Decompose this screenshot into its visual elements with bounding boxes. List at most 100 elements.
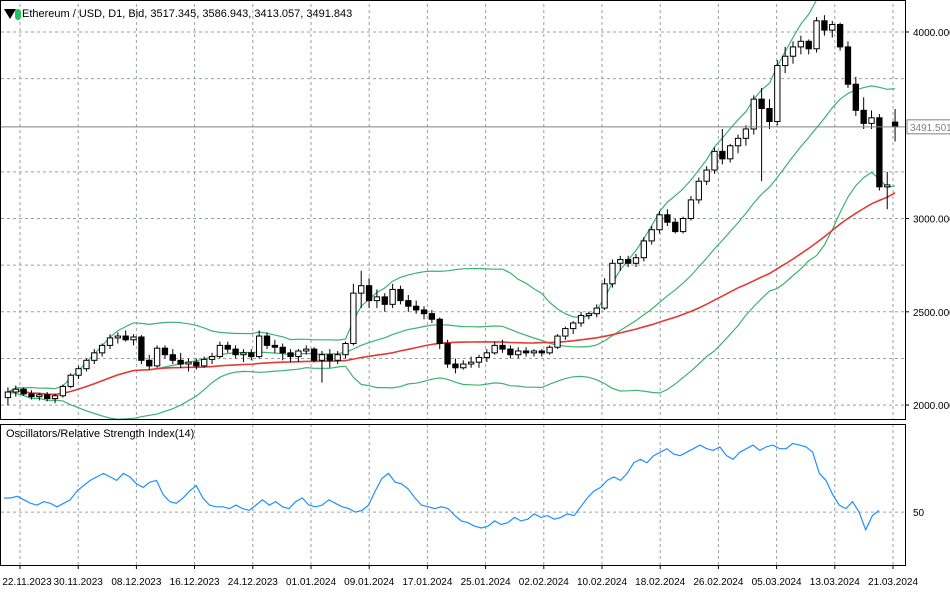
candle-body [36, 394, 43, 398]
candle-body [44, 394, 51, 400]
candle-body [248, 352, 255, 358]
candle-body [750, 98, 757, 130]
x-tick-label: 25.01.2024 [461, 577, 511, 588]
candle-body [829, 24, 836, 31]
candle-body [648, 229, 655, 242]
status-dot-icon [15, 9, 21, 20]
candle-body [263, 335, 271, 346]
candle-body [224, 344, 231, 350]
candle-body [303, 348, 310, 352]
candle-body [758, 98, 765, 109]
x-tick-label: 21.03.2024 [868, 577, 918, 588]
bollinger-lower [7, 171, 896, 420]
candle-body [522, 350, 530, 354]
candle-body [389, 288, 396, 305]
x-tick-label: 09.01.2024 [344, 577, 394, 588]
rsi-line [4, 442, 880, 532]
candle-body [632, 257, 640, 264]
rsi-title: Oscillators/Relative Strength Index(14) [6, 428, 195, 440]
candle-body [742, 128, 750, 139]
candle-body [28, 393, 35, 398]
candle-body [161, 347, 169, 356]
candle-body [201, 358, 208, 367]
candle-body [475, 357, 483, 363]
candle-body [232, 348, 239, 356]
candle-body [334, 354, 341, 361]
candle-body [727, 145, 734, 160]
candle-body [781, 55, 789, 67]
candle-body [530, 350, 538, 354]
candle-body [467, 361, 475, 365]
candle-body [106, 337, 114, 346]
candle-body [83, 359, 90, 370]
candle-body [177, 359, 184, 365]
x-tick-label: 13.03.2024 [810, 577, 860, 588]
candle-body [397, 288, 404, 302]
candle-body [656, 214, 663, 231]
candle-body [326, 354, 333, 361]
candle-body [138, 336, 145, 361]
y-tick-label: 2000.000 [913, 401, 950, 412]
candle-body [310, 348, 318, 361]
candle-body [577, 315, 585, 324]
y-tick-label: 4000.000 [913, 28, 950, 39]
candle-body [153, 347, 161, 367]
y-tick-label: 3000.000 [913, 215, 950, 226]
x-tick-label: 02.02.2024 [519, 577, 569, 588]
candle-body [358, 285, 365, 294]
candle-body [318, 354, 326, 361]
candle-body [734, 137, 742, 147]
candle-body [75, 368, 82, 376]
candle-body [295, 350, 302, 358]
candle-body [546, 346, 553, 354]
candle-body [640, 240, 648, 259]
candle-body [593, 307, 600, 315]
y-tick-label: 2500.000 [913, 308, 950, 319]
candle-body [122, 335, 129, 341]
current-price-box [906, 119, 950, 135]
candle-body [98, 344, 106, 354]
x-tick-label: 10.02.2024 [577, 577, 627, 588]
candle-body [679, 218, 687, 233]
candle-body [373, 296, 381, 302]
candle-body [413, 305, 420, 311]
candle-body [695, 180, 702, 201]
chart-title: Ethereum / USD, D1, Bid, 3517.345, 3586.… [22, 8, 353, 20]
candle-body [766, 107, 773, 123]
candle-body [609, 262, 616, 285]
grid [1, 4, 905, 565]
candle-body [868, 117, 875, 124]
x-tick-label: 08.12.2023 [111, 577, 161, 588]
candle-body [789, 46, 797, 57]
candle-body [515, 350, 522, 356]
candle-body [774, 65, 781, 123]
candle-body [585, 313, 593, 317]
candle-body [624, 259, 632, 264]
candle-body [562, 328, 569, 337]
x-tick-label: 16.12.2023 [170, 577, 220, 588]
x-tick-label: 22.11.2023 [2, 577, 52, 588]
candle-body [452, 363, 459, 369]
candle-body [146, 359, 153, 367]
candle-body [365, 285, 373, 302]
main-pane-frame [0, 0, 906, 420]
candle-body [836, 24, 844, 48]
candle-body [852, 83, 859, 111]
candle-body [719, 150, 726, 160]
candle-body [91, 352, 98, 361]
x-tick-label: 17.01.2024 [402, 577, 452, 588]
candle-body [420, 309, 428, 315]
candle-body [538, 350, 545, 354]
candle-body [216, 344, 224, 358]
candle-body [805, 40, 812, 50]
candle-body [672, 221, 679, 233]
bollinger-upper [7, 0, 872, 393]
rsi-pane-frame [0, 424, 906, 566]
collapse-triangle-icon[interactable] [4, 9, 16, 19]
candle-body [813, 20, 820, 50]
candle-body [601, 283, 608, 309]
rsi-series [4, 442, 880, 532]
candle-body [499, 344, 506, 350]
candle-body [279, 346, 286, 354]
